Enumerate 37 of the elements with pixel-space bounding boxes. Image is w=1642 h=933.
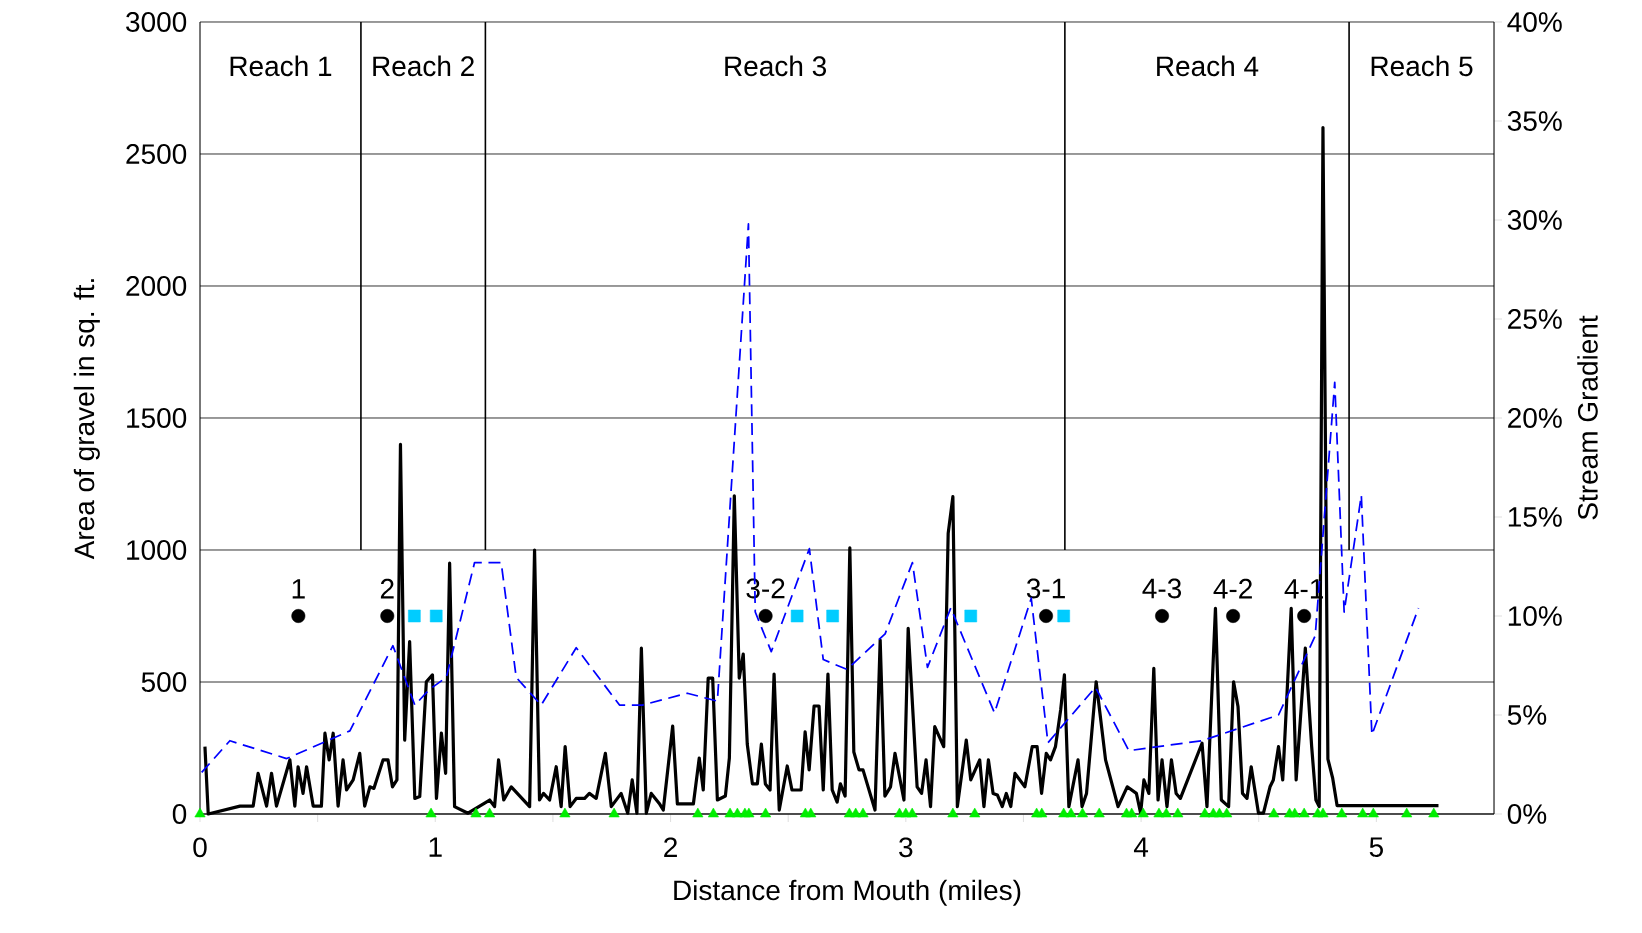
- annotation: Reach 2: [373, 55, 474, 77]
- y2-axis-title: Stream Gradient: [1577, 315, 1598, 520]
- annotation: 4-2: [1213, 578, 1252, 599]
- y2-tick-label: 10%: [1508, 606, 1562, 626]
- y-tick-label: 3000: [126, 12, 187, 32]
- annotation: Reach 3: [725, 55, 827, 77]
- annotation: Reach 4: [1157, 55, 1259, 77]
- x-tick-label: 5: [1369, 837, 1383, 857]
- y2-tick-label: 15%: [1508, 507, 1562, 527]
- y-tick-label: 2000: [126, 276, 187, 296]
- annotation: 2: [380, 578, 394, 599]
- y-tick-label: 500: [141, 672, 187, 692]
- y2-tick-label: 30%: [1507, 210, 1562, 230]
- x-tick-label: 2: [664, 837, 677, 857]
- y2-tick-label: 0%: [1507, 804, 1547, 824]
- y2-tick-label: 35%: [1507, 111, 1562, 131]
- x-tick-label: 3: [899, 837, 913, 858]
- y-tick-label: 1000: [127, 540, 187, 560]
- y-tick-label: 0: [172, 804, 187, 824]
- annotation: 1: [292, 579, 305, 599]
- y-tick-label: 1500: [127, 408, 187, 428]
- y2-tick-label: 5%: [1507, 705, 1547, 725]
- annotation: 3-1: [1026, 578, 1065, 599]
- y2-tick-label: 40%: [1507, 12, 1562, 32]
- x-tick-label: 4: [1133, 837, 1149, 857]
- annotation: 3-2: [746, 578, 785, 599]
- annotation: 4-3: [1142, 578, 1182, 599]
- x-axis-title: Distance from Mouth (miles): [674, 879, 1021, 906]
- x-tick-label: 0: [193, 837, 207, 858]
- annotation: Reach 1: [230, 55, 332, 77]
- y-axis-title: Area of gravel in sq. ft.: [73, 279, 100, 560]
- y2-tick-label: 25%: [1508, 309, 1562, 329]
- y-tick-label: 2500: [126, 144, 187, 164]
- y2-tick-label: 20%: [1508, 408, 1562, 428]
- x-tick-label: 1: [429, 837, 442, 857]
- line-series: [200, 223, 1420, 774]
- annotation: Reach 5: [1371, 55, 1473, 77]
